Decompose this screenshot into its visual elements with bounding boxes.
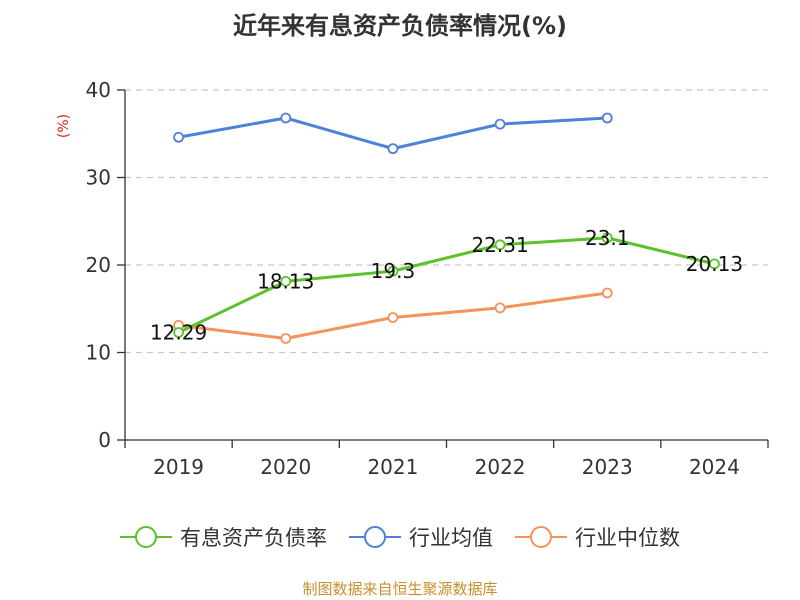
- x-tick-label: 2022: [475, 455, 526, 479]
- data-label: 12.29: [150, 320, 207, 344]
- data-point: [494, 118, 506, 130]
- data-label: 19.3: [371, 259, 416, 283]
- data-point: [494, 302, 506, 314]
- data-point: [387, 312, 399, 323]
- data-point: [387, 143, 399, 155]
- data-point: [173, 327, 184, 338]
- x-tick-label: 2021: [367, 455, 418, 479]
- data-point: [387, 265, 399, 277]
- x-tick-label: 2024: [689, 455, 740, 479]
- legend-item[interactable]: 行业均值: [349, 522, 493, 552]
- source-note: 制图数据来自恒生聚源数据库: [302, 580, 498, 598]
- line-chart: (%) 0 10 20 30 40 2019 2020 2021 2022 2023 2024 12…: [56, 78, 769, 479]
- y-axis-unit-label: (%): [56, 114, 72, 138]
- data-labels: 12.29 18.13 19.3 22.31 23.1 20.13: [150, 226, 743, 345]
- data-point: [280, 333, 292, 344]
- legend-item[interactable]: 行业中位数: [515, 522, 680, 552]
- x-tick-label: 2019: [153, 455, 204, 479]
- legend-label: 行业均值: [409, 526, 493, 550]
- legend-item[interactable]: 有息资产负债率: [120, 522, 327, 552]
- data-point: [601, 232, 613, 244]
- legend-label: 行业中位数: [575, 526, 680, 550]
- data-point: [601, 112, 613, 124]
- y-tick-label: 0: [98, 428, 111, 452]
- series-layer: [173, 112, 720, 344]
- data-label: 20.13: [686, 252, 743, 276]
- y-tick-label: 30: [86, 166, 111, 190]
- data-label: 18.13: [257, 269, 314, 293]
- y-tick-label: 10: [86, 341, 111, 365]
- legend-swatch: [120, 525, 172, 549]
- legend-swatch: [515, 525, 567, 549]
- series-line: [177, 236, 715, 334]
- x-tick-label: 2023: [582, 455, 633, 479]
- data-point: [173, 131, 184, 143]
- axes: 0 10 20 30 40 2019 2020 2021 2022 2023 2024: [86, 78, 769, 479]
- data-label: 22.31: [471, 233, 528, 257]
- y-tick-label: 20: [86, 253, 111, 277]
- data-point: [280, 275, 292, 287]
- data-label: 23.1: [585, 226, 630, 250]
- data-point: [280, 112, 292, 124]
- legend-swatch: [349, 525, 401, 549]
- data-point: [709, 258, 720, 270]
- data-point: [494, 239, 506, 251]
- gridlines: [125, 89, 768, 354]
- legend-label: 有息资产负债率: [180, 526, 327, 550]
- x-tick-label: 2020: [260, 455, 311, 479]
- chart-title: 近年来有息资产负债率情况(%): [233, 12, 567, 40]
- y-tick-label: 40: [86, 78, 111, 102]
- legend: 有息资产负债率 行业均值 行业中位数: [0, 520, 800, 554]
- data-point: [601, 287, 613, 299]
